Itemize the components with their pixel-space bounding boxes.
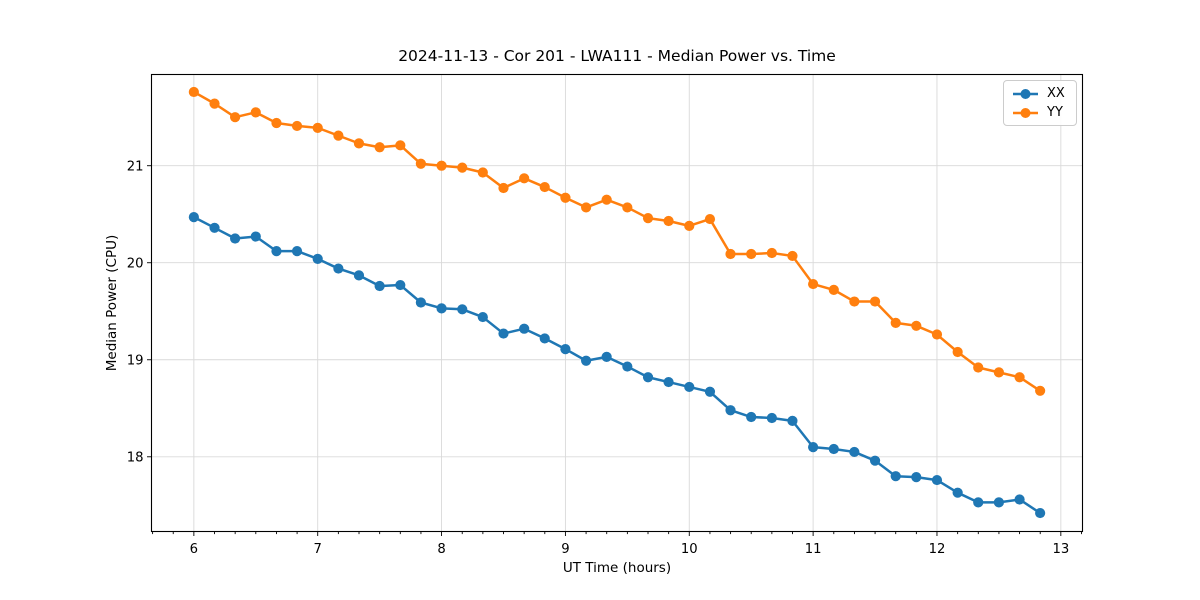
x-tick-labels: 6 7 8 9 10 11 12 13 [190, 542, 1070, 557]
legend-label-yy: YY [1047, 105, 1063, 120]
series-YY [188, 86, 1046, 396]
x-tick-label: 8 [437, 542, 445, 557]
series-YY-markers [188, 86, 1046, 396]
legend-label-xx: XX [1047, 86, 1065, 101]
y-tick-label: 18 [127, 450, 144, 465]
series-YY-line [193, 90, 1041, 392]
series-XX [188, 212, 1046, 519]
x-tick-label: 10 [681, 542, 698, 557]
x-tick-label: 6 [190, 542, 198, 557]
plot-frame [150, 73, 1084, 533]
y-tick-labels: 18 19 20 21 [127, 159, 144, 465]
legend-item-yy: YY [1012, 104, 1070, 121]
y-tick-label: 20 [127, 256, 144, 271]
grid [151, 74, 1083, 532]
x-tick-label: 9 [561, 542, 569, 557]
legend-swatch-yy-icon [1013, 107, 1038, 118]
chart-title: 2024-11-13 - Cor 201 - LWA111 - Median P… [398, 47, 836, 65]
y-axis-label: Median Power (CPU) [104, 234, 120, 372]
series-XX-markers [188, 212, 1046, 519]
legend-swatch-xx-icon [1013, 88, 1038, 99]
legend-item-xx: XX [1012, 85, 1070, 102]
x-tick-label: 11 [805, 542, 822, 557]
y-tick-label: 19 [127, 353, 144, 368]
x-axis-label: UT Time (hours) [562, 560, 672, 576]
legend: XX YY [1003, 80, 1077, 126]
x-tick-label: 13 [1052, 542, 1069, 557]
y-tick-label: 21 [127, 159, 144, 174]
x-tick-label: 7 [314, 542, 322, 557]
x-tick-label: 12 [929, 542, 946, 557]
